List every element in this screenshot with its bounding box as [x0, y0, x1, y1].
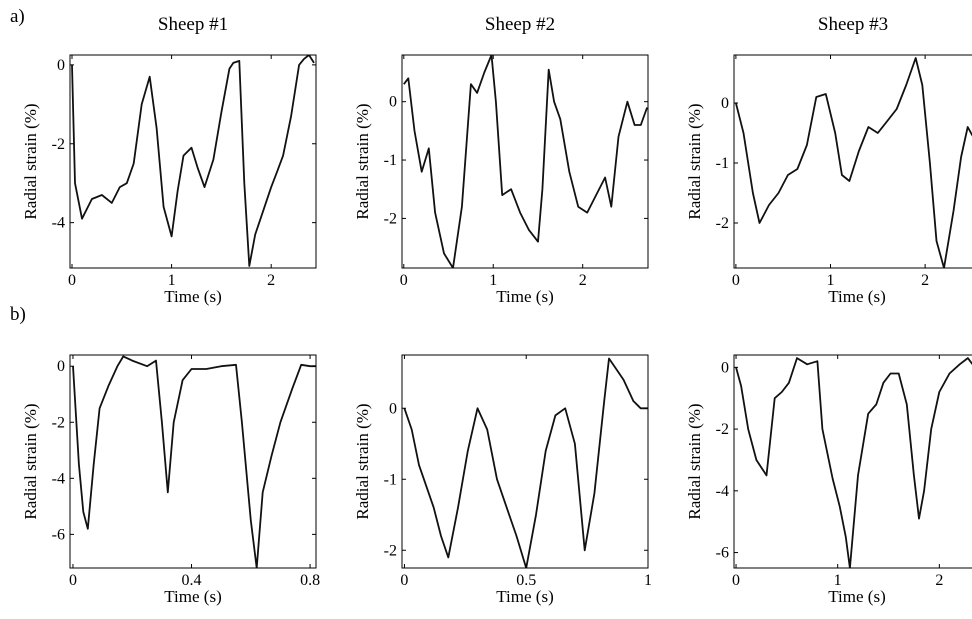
y-tick-label-a2-2: 0 [389, 94, 397, 111]
x-tick-label-a3-2: 2 [921, 272, 929, 289]
y-axis-label-b1: Radial strain (%) [21, 403, 40, 519]
x-axis-label-a2: Time (s) [496, 287, 553, 306]
y-axis-label-a1: Radial strain (%) [21, 103, 40, 219]
x-tick-label-a2-1: 1 [489, 272, 497, 289]
y-tick-label-a1-1: -2 [52, 136, 65, 153]
x-tick-label-b3-2: 2 [935, 572, 943, 589]
axes-frame-b3 [733, 354, 972, 569]
y-tick-label-b3-3: 0 [721, 359, 729, 376]
row-label-b: b) [10, 304, 26, 325]
y-tick-label-b3-0: -6 [716, 545, 729, 562]
x-tick-label-b3-1: 1 [834, 572, 842, 589]
chart-panel-b1: 0 0.4 0.8 -6 -4 -2 0 Time (s) Radial strain (%) [21, 354, 320, 606]
x-tick-label-b1-0: 0 [69, 572, 77, 589]
y-axis-label-b2: Radial strain (%) [353, 403, 372, 519]
axes-frame-a1 [69, 54, 317, 269]
x-tick-label-b2-2: 1 [644, 572, 652, 589]
x-tick-label-a3-0: 0 [732, 272, 740, 289]
x-tick-label-b3-0: 0 [732, 572, 740, 589]
x-tick-label-a1-1: 1 [168, 272, 176, 289]
y-tick-label-a1-0: -4 [52, 215, 65, 232]
y-tick-label-b1-1: -4 [52, 470, 65, 487]
x-tick-label-a3-1: 1 [827, 272, 835, 289]
y-tick-label-b3-1: -4 [716, 483, 729, 500]
x-axis-label-a3: Time (s) [828, 287, 885, 306]
x-axis-label-b2: Time (s) [496, 587, 553, 606]
chart-panel-a1: 0 1 2 -4 -2 0 Time (s) Radial strain (%) [21, 54, 317, 306]
y-tick-label-a2-0: -2 [384, 210, 397, 227]
y-tick-label-b3-2: -2 [716, 421, 729, 438]
x-axis-label-a1: Time (s) [164, 287, 221, 306]
x-tick-label-a1-0: 0 [68, 272, 76, 289]
y-tick-label-a3-1: -1 [716, 155, 729, 172]
column-title-sheep-1: Sheep #1 [158, 14, 228, 35]
y-tick-label-a3-2: 0 [721, 95, 729, 112]
chart-panel-a2: 0 1 2 -2 -1 0 Time (s) Radial strain (%) [353, 54, 649, 306]
x-tick-label-b2-0: 0 [400, 572, 408, 589]
series-line-a2 [403, 55, 648, 268]
x-tick-label-a2-0: 0 [400, 272, 408, 289]
y-axis-label-a2: Radial strain (%) [353, 103, 372, 219]
series-line-a3 [735, 57, 972, 268]
axes-frame-a3 [733, 54, 972, 269]
chart-panel-b2: 0 0.5 1 -2 -1 0 Time (s) Radial strain (%) [353, 354, 652, 606]
column-title-sheep-2: Sheep #2 [485, 14, 555, 35]
y-axis-label-a3: Radial strain (%) [685, 103, 704, 219]
x-tick-label-a2-2: 2 [579, 272, 587, 289]
series-line-b2 [403, 357, 648, 568]
axes-frame-b2 [401, 354, 649, 569]
x-tick-label-b1-1: 0.4 [182, 572, 202, 589]
y-tick-label-b2-0: -2 [384, 542, 397, 559]
y-tick-label-a3-0: -2 [716, 215, 729, 232]
y-tick-label-a2-1: -1 [384, 152, 397, 169]
x-axis-label-b3: Time (s) [828, 587, 885, 606]
row-label-a: a) [10, 6, 25, 27]
y-tick-label-b2-1: -1 [384, 471, 397, 488]
chart-panel-a3: 0 1 2 -2 -1 0 Time (s) Radial strain (%) [685, 54, 972, 306]
y-tick-label-b1-3: 0 [57, 358, 65, 375]
y-tick-label-b1-0: -6 [52, 526, 65, 543]
y-tick-label-b1-2: -2 [52, 414, 65, 431]
series-line-b3 [735, 357, 972, 568]
x-axis-label-b1: Time (s) [164, 587, 221, 606]
series-line-a1 [71, 55, 315, 267]
y-tick-label-b2-2: 0 [389, 400, 397, 417]
y-tick-label-a1-2: 0 [57, 57, 65, 74]
x-tick-label-a1-2: 2 [267, 272, 275, 289]
x-tick-label-b2-1: 0.5 [516, 572, 536, 589]
x-tick-label-b1-2: 0.8 [300, 572, 320, 589]
chart-panel-b3: 0 1 2 -6 -4 -2 0 Time (s) Radial strain (%) [685, 354, 972, 606]
axes-frame-b1 [69, 354, 317, 569]
axes-frame-a2 [401, 54, 649, 269]
column-title-sheep-3: Sheep #3 [818, 14, 888, 35]
series-line-b1 [72, 355, 316, 568]
y-axis-label-b3: Radial strain (%) [685, 403, 704, 519]
